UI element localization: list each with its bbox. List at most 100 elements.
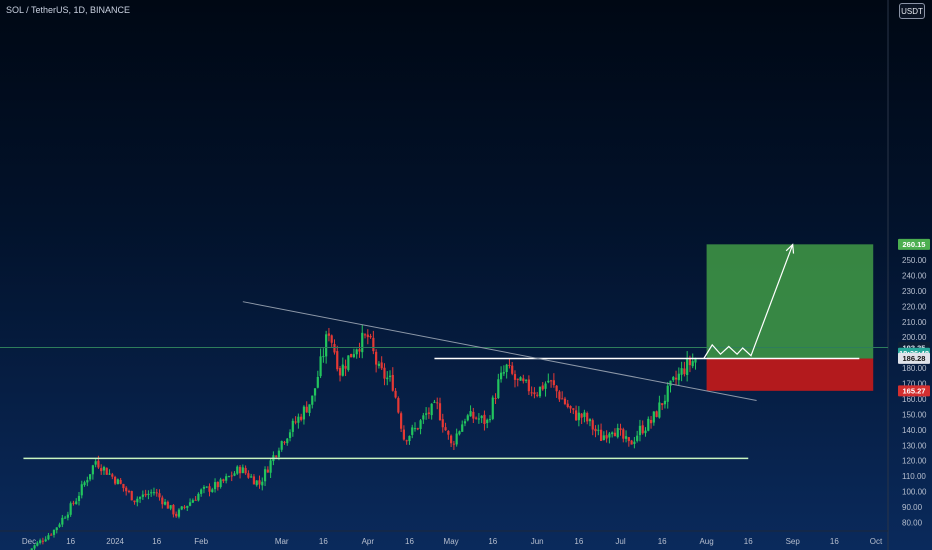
price-tag-label: 260.15 [903,240,926,249]
candle-body [591,420,594,430]
candle-body [613,432,617,437]
candle-body [352,354,356,358]
candle-body [222,479,225,482]
candle-body [633,441,636,444]
price-tick-label: 180.00 [902,364,927,373]
price-tick-label: 80.00 [902,519,923,528]
price-tick-label: 250.00 [902,256,927,265]
candle-body [586,413,589,422]
candle-body [172,504,175,515]
price-tick-label: 160.00 [902,395,927,404]
time-tick-label: May [444,537,459,546]
candle-body [622,429,625,439]
candle-body [263,469,267,482]
candle-body [69,503,72,515]
candle-body [649,419,653,424]
candle-body [108,473,111,475]
candle-body [572,408,575,410]
candle-body [488,419,492,421]
candle-body [97,460,100,468]
candle-body [688,358,692,366]
candle-body [611,432,614,435]
candle-body [236,466,239,474]
price-tick-label: 90.00 [902,503,923,512]
candle-body [425,413,428,415]
candle-body [80,484,83,496]
price-tick-label: 170.00 [902,380,927,389]
candle-body [91,465,94,475]
candle-body [450,435,453,444]
candle-body [33,545,36,549]
candle-body [58,524,61,527]
price-tag-label: 165.27 [903,387,926,396]
candle-body [463,421,467,424]
candle-body [619,428,622,430]
candle-body [325,334,328,357]
candle-body [327,333,331,336]
grid-layer [0,0,889,550]
candle-body [494,398,497,400]
candle-body [630,440,633,445]
candle-body [380,362,383,369]
candle-body [258,480,261,485]
candle-body [294,421,297,423]
candle-body [599,429,603,441]
time-tick-label: Jul [615,537,625,546]
price-tag-box [898,352,930,364]
candle-body [200,489,203,494]
candle-body [208,486,211,492]
candle-body [686,358,689,376]
candle-body [302,406,306,420]
candle-body [413,428,417,430]
candle-body [366,334,369,338]
candle-body [566,403,569,408]
candle-body [155,492,158,494]
candle-body [177,509,181,517]
candle-body [225,476,228,481]
candle-body [408,435,411,442]
candle-body [574,410,578,421]
candle-body [400,413,403,429]
candle-body [636,435,639,441]
currency-button[interactable]: USDT [899,3,925,19]
price-tick-label: 210.00 [902,318,927,327]
candle-body [594,428,597,432]
candle-body [125,487,128,492]
candle-body [191,500,194,503]
candle-body [55,527,58,531]
candle-body [277,450,281,457]
price-tick-label: 120.00 [902,457,927,466]
candle-body [355,349,358,355]
candle-body [536,394,539,396]
candle-body [447,430,450,435]
candle-body [227,476,231,478]
candle-body [116,479,119,485]
candle-body [569,405,572,409]
candle-body [300,416,303,420]
candle-body [338,368,342,376]
candle-body [180,506,183,510]
candle-body [519,377,522,381]
trend-line [242,301,757,402]
candle-body [211,489,214,493]
candle-body [344,365,347,369]
candle-body [541,385,544,390]
candle-body [475,417,478,419]
candle-body [558,391,561,400]
time-tick-label: Oct [870,537,883,546]
candle-body [513,374,517,380]
price-tick-label: 100.00 [902,488,927,497]
candle-body [602,435,605,441]
candle-body [466,415,469,421]
candle-body [186,505,189,508]
price-tick-label: 150.00 [902,410,927,419]
candle-body [275,455,278,457]
candle-body [511,365,514,374]
candle-body [658,402,661,418]
candles-layer [28,324,697,550]
candle-body [655,411,658,417]
candle-body [44,539,47,542]
candle-body [136,498,139,503]
candle-body [119,479,122,484]
